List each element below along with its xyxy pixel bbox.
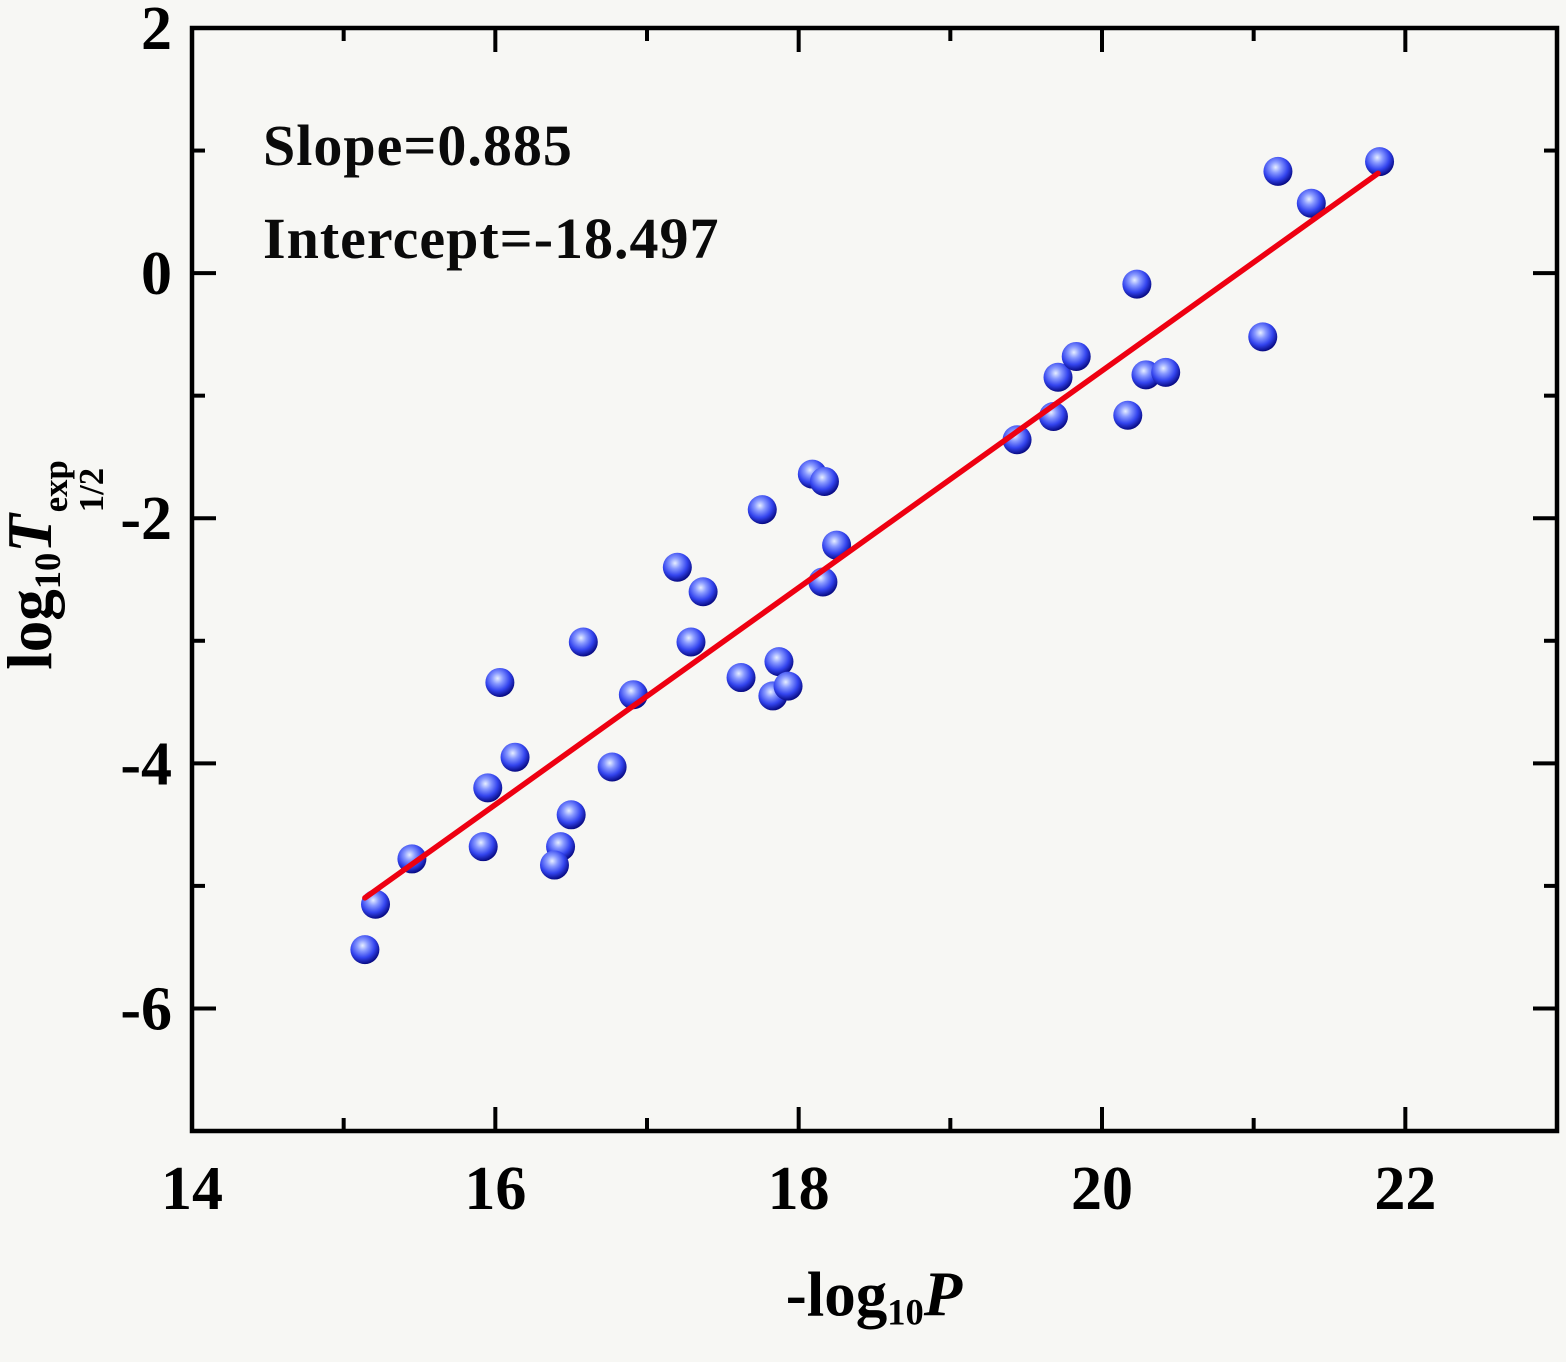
data-point: [1248, 322, 1278, 352]
data-point: [350, 935, 380, 965]
data-point: [556, 800, 586, 830]
data-point: [1002, 425, 1032, 455]
x-axis-title: -log10P: [785, 1259, 963, 1333]
fit-annotation: Slope=0.885 Intercept=-18.497: [263, 100, 720, 286]
data-point: [747, 495, 777, 525]
x-tick-label: 14: [161, 1155, 223, 1223]
y-axis-title: log10T exp 1/2: [0, 460, 111, 670]
data-point: [1043, 362, 1073, 392]
data-point: [597, 752, 627, 782]
y-title-scripts: exp 1/2: [36, 460, 111, 513]
data-point: [676, 627, 706, 657]
y-tick-label: -6: [120, 975, 172, 1043]
data-point: [485, 667, 515, 697]
intercept-text: Intercept=-18.497: [263, 205, 720, 271]
y-title-prefix: log: [0, 589, 65, 670]
data-point: [773, 671, 803, 701]
y-title-symbol: T: [0, 514, 65, 553]
data-point: [1151, 357, 1181, 387]
data-point: [1061, 341, 1091, 371]
data-point: [361, 889, 391, 919]
x-title-sub: 10: [887, 1291, 924, 1333]
data-point: [539, 850, 569, 880]
data-point: [500, 742, 530, 772]
x-title-prefix: -log: [785, 1259, 888, 1330]
y-tick-label: 2: [141, 0, 172, 63]
x-tick-label: 18: [768, 1155, 830, 1223]
data-point: [568, 627, 598, 657]
y-tick-label: -2: [120, 485, 172, 553]
data-point: [1113, 400, 1143, 430]
data-point: [1365, 147, 1395, 177]
fit-line: [362, 170, 1381, 901]
data-point: [726, 663, 756, 693]
slope-text: Slope=0.885: [263, 113, 573, 178]
y-title-subscript: 1/2: [72, 467, 111, 513]
x-title-symbol: P: [923, 1259, 963, 1330]
y-title-superscript: exp: [36, 460, 75, 513]
data-point: [468, 832, 498, 862]
plot-frame: [189, 25, 1560, 1134]
y-title-sub: 10: [26, 552, 68, 590]
data-point: [688, 577, 718, 607]
data-point: [1296, 188, 1326, 218]
data-point: [1122, 269, 1152, 299]
x-tick-label: 16: [464, 1155, 526, 1223]
x-tick-label: 20: [1071, 1155, 1133, 1223]
data-point: [809, 466, 839, 496]
data-point: [764, 647, 794, 677]
y-tick-label: 0: [141, 240, 172, 308]
data-point: [1263, 156, 1293, 186]
x-tick-label: 22: [1374, 1155, 1436, 1223]
data-point: [662, 552, 692, 582]
data-point: [473, 773, 503, 803]
y-tick-label: -4: [120, 730, 172, 798]
